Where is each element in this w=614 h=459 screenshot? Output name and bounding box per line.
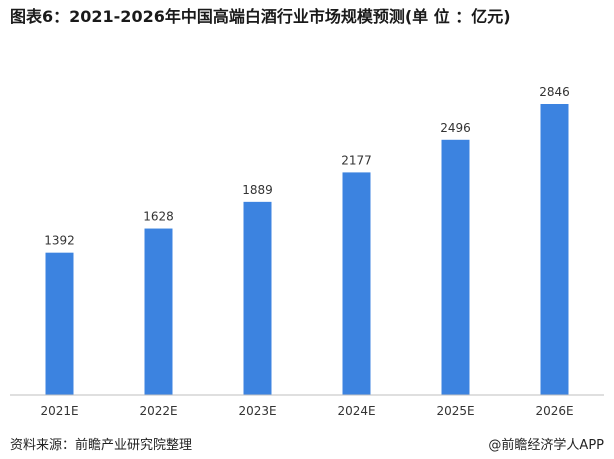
source-note: 资料来源：前瞻产业研究院整理 [10,438,193,453]
x-tick-label-2022E: 2022E [139,404,177,418]
bar-2023E [243,201,272,395]
credit-note: @前瞻经济学人APP [488,438,604,453]
value-label-2021E: 1392 [44,234,75,248]
bars-group [45,104,569,395]
value-label-2025E: 2496 [440,121,471,135]
bar-2024E [342,172,371,395]
bar-2022E [144,228,173,395]
value-label-2023E: 1889 [242,183,273,197]
value-label-2026E: 2846 [539,85,570,99]
x-tick-label-2021E: 2021E [40,404,78,418]
bar-2021E [45,252,74,395]
bar-2026E [540,104,569,395]
value-label-2022E: 1628 [143,210,174,224]
x-tick-label-2026E: 2026E [535,404,573,418]
bar-2025E [441,139,470,395]
labels-group: 1392 2021E 1628 2022E 1889 2023E 2177 2024E 2496… [40,85,573,418]
x-tick-label-2023E: 2023E [238,404,276,418]
value-label-2024E: 2177 [341,153,372,167]
chart-title: 图表6：2021-2026年中国高端白酒行业市场规模预测(单 位 ：亿元) [10,7,511,26]
x-tick-label-2025E: 2025E [436,404,474,418]
x-tick-label-2024E: 2024E [337,404,375,418]
